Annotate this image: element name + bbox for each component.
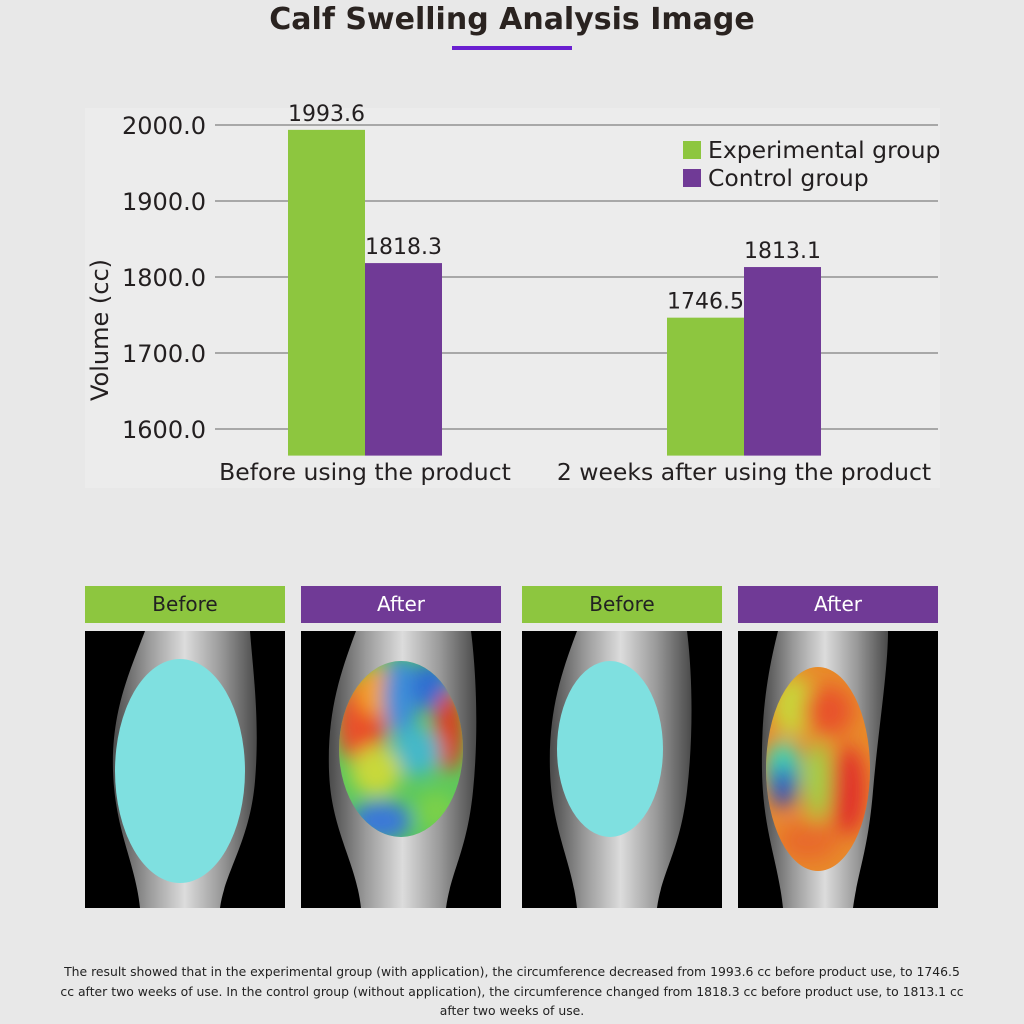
panel-label-after-2: After — [738, 586, 938, 623]
bar-value-label: 1818.3 — [365, 235, 442, 260]
legend-swatch-control — [683, 169, 701, 187]
x-category-label: 2 weeks after using the product — [557, 458, 931, 486]
bar-experimental-1 — [667, 317, 744, 456]
y-tick-label: 1600.0 — [122, 416, 206, 444]
panel-label-after-1: After — [301, 586, 501, 623]
bar-value-label: 1813.1 — [744, 239, 821, 264]
legend-swatch-experimental — [683, 141, 701, 159]
y-tick-label: 1700.0 — [122, 340, 206, 368]
panel-label-before-2: Before — [522, 586, 722, 623]
calf-scan-after-control — [738, 631, 938, 908]
legend-label-control: Control group — [708, 164, 869, 192]
calf-scan-before-control — [522, 631, 722, 908]
bar-control-0 — [365, 263, 442, 456]
legend-label-experimental: Experimental group — [708, 136, 940, 164]
calf-scan-before-experimental — [85, 631, 285, 908]
y-tick-label: 2000.0 — [122, 112, 206, 140]
calf-scan-after-experimental — [301, 631, 501, 908]
title-underline — [452, 46, 572, 50]
x-category-label: Before using the product — [219, 458, 511, 486]
bar-experimental-0 — [288, 129, 365, 456]
bar-control-1 — [744, 267, 821, 456]
panel-label-before-1: Before — [85, 586, 285, 623]
page-title: Calf Swelling Analysis Image — [269, 2, 755, 37]
y-axis-label: Volume (cc) — [86, 259, 114, 401]
volume-bar-chart: 1600.0 1700.0 1800.0 1900.0 2000.0 1993.6 181… — [85, 102, 940, 488]
bar-value-label: 1746.5 — [667, 290, 744, 315]
result-caption: The result showed that in the experiment… — [60, 964, 964, 1018]
y-tick-label: 1900.0 — [122, 188, 206, 216]
bar-value-label: 1993.6 — [288, 102, 365, 127]
y-tick-label: 1800.0 — [122, 264, 206, 292]
